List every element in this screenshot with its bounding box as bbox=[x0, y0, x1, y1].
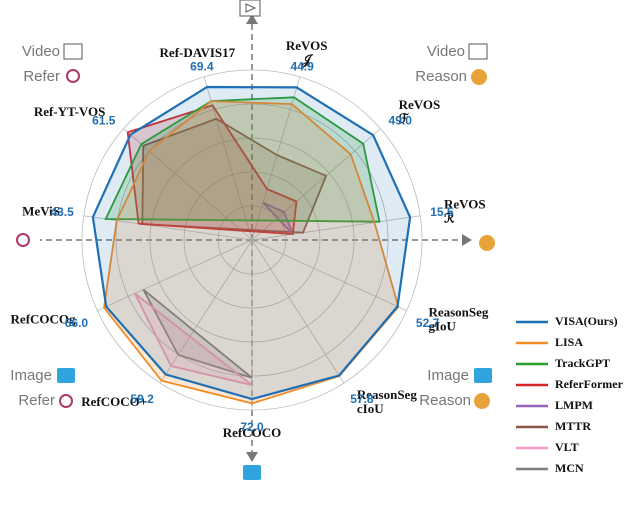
video-icon bbox=[239, 0, 261, 17]
series-area bbox=[126, 104, 298, 236]
annotation: Refer bbox=[23, 68, 60, 85]
value-label: 49.0 bbox=[389, 114, 413, 128]
annotation: Reason bbox=[415, 68, 467, 85]
category-label-line: ℱ bbox=[399, 111, 410, 126]
legend-label: VISA(Ours) bbox=[555, 314, 618, 328]
search-icon bbox=[16, 233, 30, 247]
category-label: RefCOCO bbox=[223, 425, 282, 440]
category-label: Ref-DAVIS17 bbox=[160, 45, 236, 60]
axis-spoke bbox=[159, 239, 253, 384]
video-icon bbox=[63, 43, 83, 60]
arrow-heads bbox=[246, 14, 472, 462]
category-label: ReasonSeg cIoU bbox=[357, 387, 417, 416]
axis-spoke bbox=[251, 215, 421, 241]
value-label: 69.4 bbox=[190, 59, 214, 73]
category-label-line: MeViS bbox=[22, 203, 60, 218]
axis-spoke bbox=[251, 239, 407, 311]
legend-label: VLT bbox=[555, 440, 579, 454]
arrow-head bbox=[246, 14, 258, 24]
image-icon bbox=[243, 465, 261, 480]
series-area bbox=[142, 288, 253, 379]
grid bbox=[81, 69, 423, 411]
value-label: 66.0 bbox=[65, 316, 89, 330]
axis-spoke bbox=[251, 239, 345, 384]
category-label-line: ReasonSeg bbox=[357, 387, 417, 402]
value-label: 57.8 bbox=[350, 392, 374, 406]
axis-spoke bbox=[97, 239, 253, 311]
value-label: 15.5 bbox=[430, 205, 454, 219]
annotation: Image bbox=[10, 367, 52, 384]
search-icon bbox=[66, 69, 80, 83]
category-label: Ref-YT-VOS bbox=[34, 104, 105, 119]
value-label: 43.5 bbox=[50, 205, 74, 219]
series-area bbox=[103, 100, 400, 405]
category-label-line: RefCOCO bbox=[223, 425, 282, 440]
category-label: ReVOS 𝒥 bbox=[286, 38, 328, 68]
brain-icon bbox=[479, 235, 495, 251]
category-label: MeViS bbox=[22, 203, 60, 218]
category-label-line: ℛ bbox=[444, 210, 455, 225]
series-area bbox=[91, 85, 412, 401]
category-label-line: Ref-YT-VOS bbox=[34, 104, 105, 119]
legend-label: MCN bbox=[555, 461, 584, 475]
annotation: Video bbox=[427, 43, 465, 60]
category-label: ReasonSeg gIoU bbox=[428, 305, 488, 334]
video-icon bbox=[245, 3, 257, 13]
category-label-line: gIoU bbox=[428, 319, 456, 334]
arrow-head bbox=[462, 234, 472, 246]
annotation: Image bbox=[427, 367, 469, 384]
category-label-line: ReasonSeg bbox=[428, 305, 488, 320]
brain-icon bbox=[474, 393, 490, 409]
value-label: 44.9 bbox=[290, 59, 314, 73]
image-icon bbox=[57, 368, 75, 383]
legend-label: LISA bbox=[555, 335, 583, 349]
value-label: 72.0 bbox=[240, 420, 264, 434]
annotation: Refer bbox=[18, 392, 55, 409]
annotation: Reason bbox=[419, 392, 471, 409]
category-label: RefCOCO+ bbox=[81, 394, 147, 409]
legend-label: LMPM bbox=[555, 398, 593, 412]
category-label: ReVOS ℛ bbox=[444, 196, 486, 225]
category-label: ReVOS ℱ bbox=[399, 97, 441, 126]
annotation: Video bbox=[22, 43, 60, 60]
category-label-line: ReVOS bbox=[399, 97, 441, 112]
category-label-line: cIoU bbox=[357, 401, 384, 416]
category-label-line: RefCOCO+ bbox=[81, 394, 147, 409]
legend-label: TrackGPT bbox=[555, 356, 610, 370]
search-icon bbox=[59, 394, 73, 408]
series-area bbox=[134, 292, 253, 386]
value-label: 59.2 bbox=[130, 392, 154, 406]
icons bbox=[16, 0, 495, 480]
value-label: 52.7 bbox=[416, 316, 440, 330]
legend-label: ReferFormer bbox=[555, 377, 624, 391]
category-label: RefCOCOg bbox=[11, 312, 76, 327]
brain-icon bbox=[471, 69, 487, 85]
image-icon bbox=[474, 368, 492, 383]
legend-label: MTTR bbox=[555, 419, 591, 433]
category-label-line: ReVOS bbox=[286, 38, 328, 53]
category-label-line: 𝒥 bbox=[301, 52, 314, 68]
category-label-line: Ref-DAVIS17 bbox=[160, 45, 236, 60]
category-label-line: ReVOS bbox=[444, 196, 486, 211]
value-label: 61.5 bbox=[92, 114, 116, 128]
video-icon bbox=[468, 43, 488, 60]
series-area bbox=[262, 201, 294, 235]
arrow-head bbox=[246, 452, 258, 462]
axis-spoke bbox=[203, 76, 253, 241]
axis-spoke bbox=[123, 128, 253, 241]
category-label-line: RefCOCOg bbox=[11, 312, 76, 327]
